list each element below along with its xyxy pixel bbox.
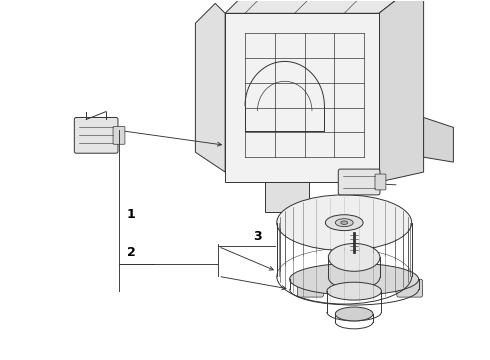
Text: 2: 2	[127, 246, 136, 259]
Polygon shape	[196, 3, 225, 172]
Ellipse shape	[341, 221, 348, 224]
FancyBboxPatch shape	[397, 279, 422, 297]
FancyBboxPatch shape	[113, 126, 125, 144]
Ellipse shape	[290, 264, 418, 295]
Text: 3: 3	[253, 230, 262, 243]
FancyBboxPatch shape	[338, 169, 380, 195]
Ellipse shape	[327, 282, 381, 300]
Polygon shape	[424, 117, 453, 162]
Text: 1: 1	[127, 208, 136, 221]
Ellipse shape	[335, 219, 353, 227]
Ellipse shape	[328, 243, 380, 271]
Polygon shape	[225, 0, 424, 13]
FancyBboxPatch shape	[297, 279, 323, 297]
Polygon shape	[379, 0, 424, 182]
Ellipse shape	[325, 215, 363, 231]
Ellipse shape	[277, 195, 412, 251]
FancyBboxPatch shape	[74, 117, 118, 153]
Polygon shape	[225, 13, 379, 182]
FancyBboxPatch shape	[375, 174, 386, 190]
Polygon shape	[265, 182, 310, 212]
Ellipse shape	[335, 307, 373, 321]
